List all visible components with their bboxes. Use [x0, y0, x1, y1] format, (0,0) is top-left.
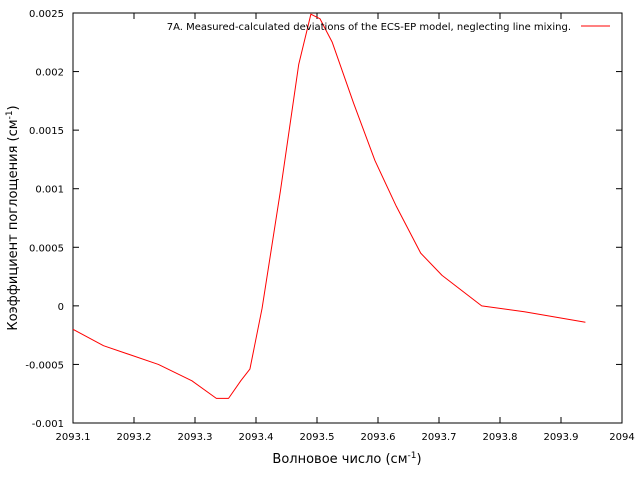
y-tick-label: -0.001 [32, 419, 64, 430]
series-layer [72, 13, 586, 399]
y-tick-label: 0.0005 [29, 243, 64, 254]
y-tick-label: 0 [58, 302, 64, 313]
y-axis: -0.001 -0.0005 0 0.0005 0.001 0.0015 0.002 0.00… [25, 9, 622, 430]
series-line-0 [72, 13, 586, 399]
y-tick-label: -0.0005 [25, 360, 64, 371]
y-tick-label: 0.0025 [29, 9, 64, 20]
x-axis-title-tail: ) [416, 452, 421, 467]
x-tick-label: 2093.4 [239, 432, 274, 443]
y-tick-label: 0.002 [35, 68, 64, 79]
x-tick-label: 2093.7 [422, 432, 457, 443]
y-axis-title-tail: ) [6, 105, 21, 110]
x-axis-title-main: Волновое число (см [272, 452, 407, 467]
x-axis-title-superscript: -1 [408, 451, 417, 461]
legend: 7A. Measured-calculated deviations of th… [167, 22, 610, 33]
x-tick-label: 2094 [609, 432, 634, 443]
x-tick-label: 2093.1 [56, 432, 91, 443]
x-tick-label: 2093.9 [544, 432, 579, 443]
y-axis-title-main: Коэффициент поглощения (см [6, 119, 21, 330]
x-tick-label: 2093.6 [361, 432, 396, 443]
x-tick-label: 2093.3 [178, 432, 213, 443]
x-axis-title: Волновое число (см-1) [272, 451, 421, 467]
y-axis-title: Коэффициент поглощения (см-1) [5, 105, 21, 330]
y-tick-label: 0.001 [35, 185, 64, 196]
x-tick-label: 2093.8 [483, 432, 518, 443]
x-tick-label: 2093.2 [117, 432, 152, 443]
legend-label: 7A. Measured-calculated deviations of th… [167, 22, 571, 33]
plot-area [72, 12, 623, 424]
x-tick-label: 2093.5 [300, 432, 335, 443]
y-axis-title-superscript: -1 [5, 110, 15, 119]
y-tick-label: 0.0015 [29, 126, 64, 137]
x-axis: 2093.1 2093.2 2093.3 2093.4 2093.5 2093.6 2093… [56, 13, 635, 443]
